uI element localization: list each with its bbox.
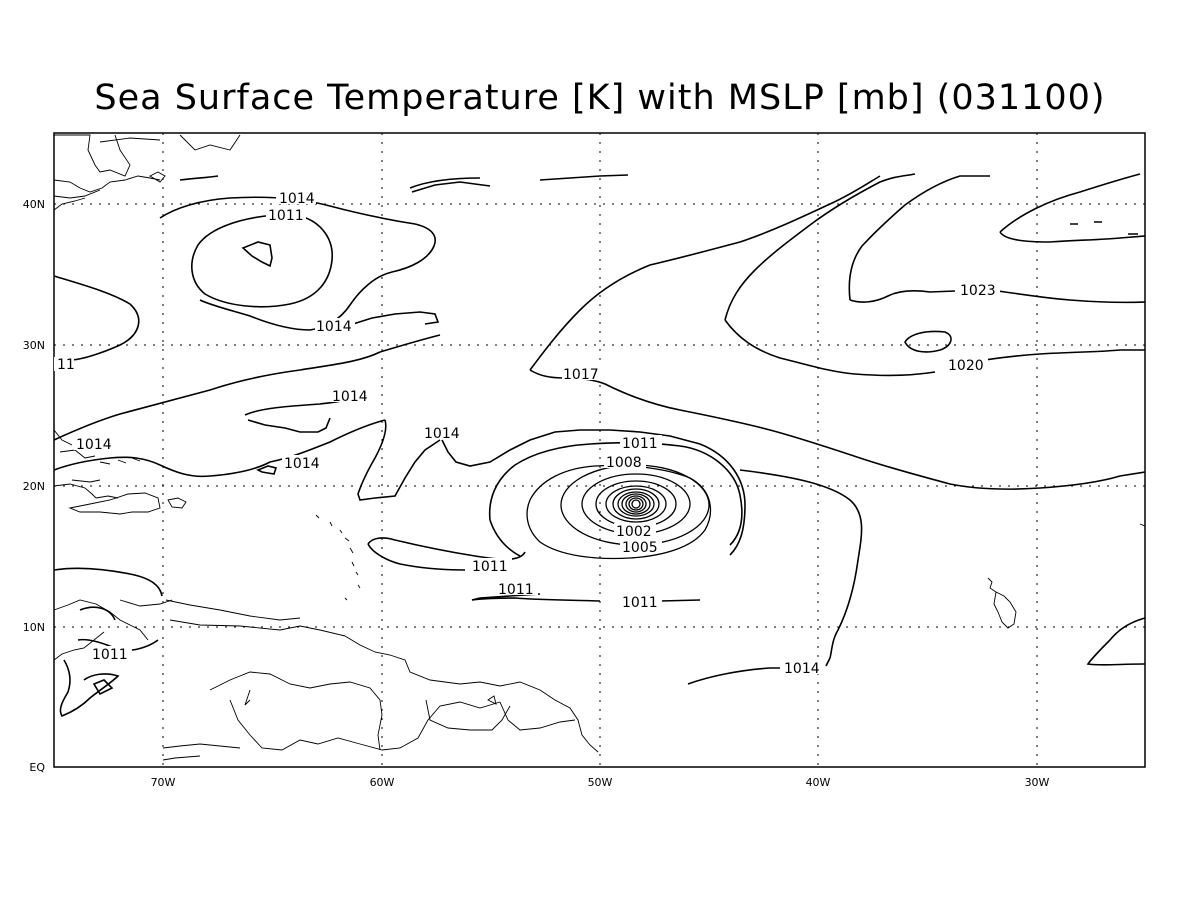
contour-label: 1017 — [563, 367, 599, 383]
contour-label: 1014 — [424, 426, 460, 442]
contour-label: 1014 — [279, 191, 315, 207]
y-tick-label: EQ — [29, 761, 45, 774]
contour-label: 1014 — [76, 437, 112, 453]
contour-label: 1008 — [606, 455, 642, 471]
x-tick-label: 40W — [806, 776, 831, 789]
coastlines — [53, 134, 1146, 761]
contour-label: 1020 — [948, 358, 984, 374]
x-tick-label: 30W — [1025, 776, 1050, 789]
x-tick-label: 60W — [370, 776, 395, 789]
contour-label: 1023 — [960, 283, 996, 299]
contour-label: 1011 — [92, 647, 128, 663]
x-axis-ticks: 70W 60W 50W 40W 30W — [151, 776, 1050, 789]
map-frame — [53, 132, 1146, 768]
contour-label: 1011 — [472, 559, 508, 575]
contour-labels: 1014 1011 1014 1017 1023 1020 1014 1014 … — [54, 190, 1000, 677]
isobar-contours — [53, 173, 1146, 717]
contour-label: 1014 — [784, 661, 820, 677]
y-tick-label: 10N — [23, 621, 45, 634]
x-tick-label: 70W — [151, 776, 176, 789]
contour-label: 1011 — [498, 582, 534, 598]
contour-label: 1011 — [268, 208, 304, 224]
contour-label: 1011 — [622, 595, 658, 611]
y-tick-label: 30N — [23, 339, 45, 352]
contour-label: 1014 — [332, 389, 368, 405]
contour-label: 1002 — [616, 524, 652, 540]
y-axis-ticks: EQ 10N 20N 30N 40N — [23, 198, 46, 774]
map-title: Sea Surface Temperature [K] with MSLP [m… — [94, 78, 1106, 118]
contour-label: 1005 — [622, 540, 658, 556]
y-tick-label: 40N — [23, 198, 45, 211]
gridlines — [54, 133, 1145, 767]
x-tick-label: 50W — [588, 776, 613, 789]
contour-label: 1014 — [284, 456, 320, 472]
contour-label: 1011 — [622, 436, 658, 452]
contour-label: 1014 — [316, 319, 352, 335]
contour-label: 11 — [57, 357, 75, 373]
y-tick-label: 20N — [23, 480, 45, 493]
